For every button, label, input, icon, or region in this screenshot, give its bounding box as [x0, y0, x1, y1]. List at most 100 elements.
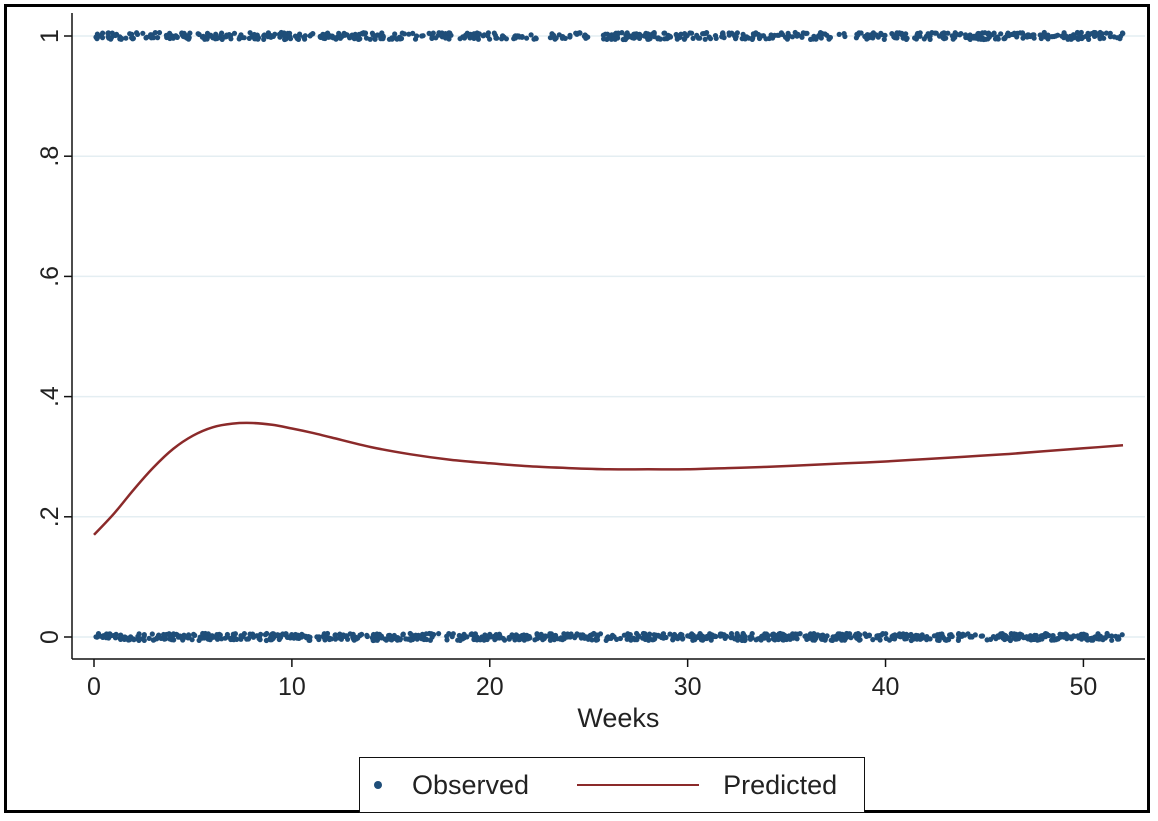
observed-point — [162, 633, 168, 639]
observed-point — [585, 636, 591, 642]
observed-point — [269, 635, 275, 641]
observed-point — [945, 30, 951, 36]
observed-point — [134, 31, 141, 37]
observed-point — [633, 31, 640, 37]
observed-point — [644, 32, 651, 38]
x-tick-label-4: 40 — [872, 673, 900, 701]
observed-point — [200, 630, 206, 637]
observed-point — [293, 633, 299, 639]
observed-point — [1070, 633, 1077, 639]
observed-point — [583, 35, 589, 41]
observed-point — [880, 631, 886, 637]
observed-point — [436, 631, 442, 637]
observed-point — [856, 637, 862, 643]
observed-point — [547, 637, 554, 643]
observed-point — [1077, 32, 1083, 38]
observed-point — [844, 634, 850, 641]
observed-point — [450, 631, 456, 637]
observed-point — [854, 31, 860, 37]
observed-point — [1067, 634, 1073, 640]
observed-point — [461, 631, 467, 637]
observed-point — [485, 33, 491, 39]
observed-point — [380, 36, 386, 42]
observed-point — [131, 637, 137, 643]
observed-point — [617, 635, 624, 642]
observed-point — [277, 34, 283, 40]
observed-point — [130, 35, 136, 41]
observed-point — [690, 632, 697, 638]
observed-point — [651, 34, 658, 40]
observed-point — [410, 30, 416, 36]
observed-point — [1002, 35, 1008, 42]
observed-point — [721, 632, 727, 638]
observed-point — [322, 633, 328, 639]
observed-point — [363, 35, 370, 41]
observed-point — [389, 36, 395, 42]
observed-point — [141, 633, 147, 639]
observed-point — [1098, 32, 1105, 38]
observed-point — [921, 36, 927, 42]
observed-point — [909, 636, 915, 642]
observed-point — [777, 631, 784, 637]
observed-point — [645, 36, 651, 42]
observed-point — [214, 636, 221, 642]
observed-point — [864, 36, 870, 42]
observed-point — [650, 637, 656, 643]
observed-point — [391, 632, 397, 639]
observed-point — [524, 35, 530, 41]
observed-point — [1093, 33, 1099, 39]
observed-point — [392, 31, 398, 37]
observed-point — [397, 36, 403, 42]
observed-point — [857, 632, 863, 638]
observed-point — [615, 30, 621, 36]
observed-point — [624, 30, 630, 36]
observed-point — [158, 635, 164, 642]
observed-point — [423, 631, 429, 637]
x-tick-label-1: 10 — [278, 673, 306, 701]
observed-point — [231, 30, 238, 36]
observed-point — [565, 631, 571, 637]
observed-point — [994, 34, 1000, 40]
predicted-line-icon — [577, 784, 700, 786]
observed-point — [886, 637, 893, 643]
observed-point — [1031, 32, 1037, 38]
observed-point — [541, 635, 547, 642]
observed-point — [137, 636, 143, 642]
observed-point — [310, 31, 316, 37]
observed-point — [1119, 632, 1125, 638]
observed-point — [931, 633, 938, 639]
observed-point — [475, 36, 481, 42]
observed-point — [1084, 637, 1091, 643]
observed-point — [1057, 634, 1063, 640]
observed-point — [786, 33, 793, 39]
observed-point — [682, 35, 688, 41]
observed-point — [749, 36, 755, 42]
observed-point — [438, 31, 444, 37]
observed-point — [472, 631, 478, 637]
observed-point — [1039, 633, 1045, 639]
observed-point — [827, 34, 834, 41]
observed-point — [770, 35, 776, 41]
observed-point — [356, 31, 362, 37]
observed-point — [1107, 34, 1113, 40]
observed-point — [93, 34, 99, 40]
observed-point — [186, 36, 192, 42]
observed-point — [1025, 636, 1031, 642]
observed-point — [95, 631, 102, 637]
observed-point — [661, 30, 667, 36]
observed-point — [255, 36, 261, 42]
observed-point — [228, 36, 234, 42]
observed-point — [739, 634, 745, 640]
observed-point — [630, 635, 637, 641]
observed-point — [815, 33, 822, 39]
observed-point — [287, 36, 294, 42]
observed-point — [469, 631, 475, 637]
x-tick-label-2: 20 — [476, 673, 504, 701]
observed-point — [694, 32, 700, 38]
observed-point — [297, 31, 303, 37]
legend: Observed Predicted — [359, 757, 865, 813]
observed-point — [127, 31, 133, 37]
observed-point — [528, 32, 534, 38]
observed-point — [753, 637, 759, 643]
observed-point — [484, 633, 491, 639]
